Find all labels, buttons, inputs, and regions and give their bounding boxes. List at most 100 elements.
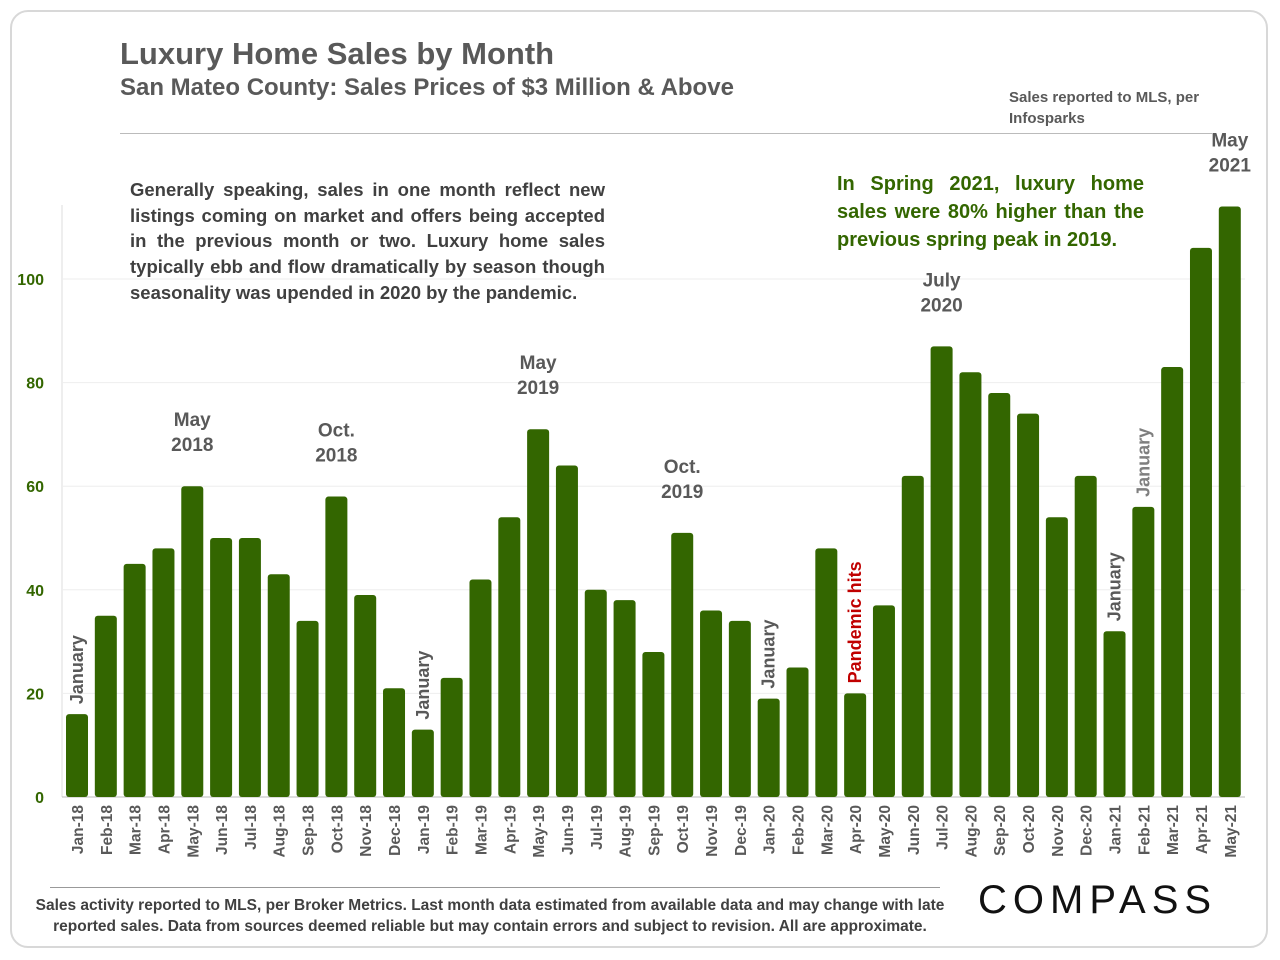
x-tick-label: Dec-20 (1079, 805, 1096, 856)
x-tick-label: Aug-18 (272, 805, 289, 858)
y-tick-label: 20 (26, 686, 44, 703)
x-tick-label: Sep-19 (646, 805, 663, 856)
bar (930, 346, 953, 797)
bar (325, 496, 348, 797)
x-tick-label: May-21 (1223, 805, 1240, 858)
bar (181, 486, 204, 797)
bar (527, 429, 550, 797)
peak-label: 2019 (517, 378, 559, 399)
bar (786, 667, 809, 797)
x-tick-label: Sep-18 (301, 805, 318, 856)
x-tick-label: Feb-21 (1136, 805, 1153, 855)
x-tick-label: Aug-19 (618, 805, 635, 858)
bar (872, 605, 895, 797)
x-tick-label: Jul-20 (935, 805, 952, 850)
bar (1189, 247, 1212, 798)
bar (210, 538, 233, 797)
y-tick-label: 0 (35, 790, 44, 807)
peak-label: 2021 (1209, 155, 1252, 176)
bar (383, 688, 406, 797)
bar (238, 538, 261, 797)
source-note: Sales reported to MLS, per Infosparks (1009, 89, 1200, 127)
x-tick-label: May-20 (877, 805, 894, 858)
peak-label: 2018 (171, 435, 213, 456)
peak-label: May (520, 353, 557, 374)
x-tick-label: Aug-20 (963, 805, 980, 858)
vertical-label: January (759, 620, 779, 689)
bar (267, 574, 290, 797)
x-tick-label: Oct-19 (675, 805, 692, 854)
x-tick-label: Apr-19 (502, 805, 519, 854)
vertical-label: January (1133, 428, 1153, 497)
x-tick-label: Apr-21 (1194, 805, 1211, 854)
bar (959, 372, 982, 797)
bar (1074, 475, 1097, 797)
y-tick-label: 60 (26, 479, 44, 496)
x-tick-label: May-18 (185, 805, 202, 858)
x-tick-label: Jul-18 (243, 805, 260, 850)
bar (1218, 206, 1241, 798)
peak-label: Oct. (318, 421, 355, 442)
right-annotation: In Spring 2021, luxury home sales were 8… (837, 173, 1144, 251)
x-tick-label: Feb-18 (99, 805, 116, 855)
x-tick-label: Mar-21 (1165, 805, 1182, 855)
peak-label: 2020 (920, 295, 962, 316)
left-annotation: Generally speaking, sales in one month r… (130, 179, 605, 303)
bar (988, 392, 1011, 797)
bar (613, 600, 636, 797)
x-tick-label: Jun-19 (560, 805, 577, 855)
peak-label: May (1211, 130, 1248, 151)
bar (815, 548, 838, 797)
x-tick-label: Nov-19 (704, 805, 721, 857)
x-tick-label: Apr-20 (848, 805, 865, 854)
y-tick-label: 80 (26, 376, 44, 393)
x-tick-label: Jan-21 (1108, 805, 1125, 854)
vertical-label: Pandemic hits (845, 561, 865, 683)
vertical-label: January (413, 651, 433, 720)
x-tick-label: Dec-19 (733, 805, 750, 856)
peak-label: 2018 (315, 446, 357, 467)
bar (728, 620, 751, 797)
bar (1132, 506, 1155, 797)
x-tick-label: Oct-20 (1021, 805, 1038, 853)
x-tick-label: Feb-20 (791, 805, 808, 855)
footer-note: Sales activity reported to MLS, per Brok… (35, 897, 945, 935)
x-tick-label: Mar-20 (819, 805, 836, 855)
x-tick-label: Jul-19 (589, 805, 606, 850)
bar (1045, 517, 1068, 797)
bar (1017, 413, 1040, 797)
bar (94, 615, 117, 797)
x-tick-label: Mar-18 (128, 805, 145, 855)
x-tick-label: Nov-18 (358, 805, 375, 857)
compass-logo: COMPASS (978, 878, 1218, 922)
bar (1103, 631, 1126, 797)
footer-divider (50, 887, 940, 888)
peak-label: July (923, 270, 961, 291)
x-tick-label: Feb-19 (445, 805, 462, 855)
x-tick-label: Oct-18 (329, 805, 346, 854)
y-tick-label: 100 (17, 272, 44, 289)
bar (152, 548, 175, 797)
bar (440, 677, 463, 797)
x-tick-label: Jan-18 (70, 805, 87, 854)
chart-title: Luxury Home Sales by Month (120, 36, 555, 71)
bar (642, 651, 665, 797)
bar (498, 517, 521, 797)
header-divider (120, 133, 1212, 134)
peak-label: 2019 (661, 482, 703, 503)
bar (296, 620, 319, 797)
bar (700, 610, 723, 797)
peak-label: May (174, 410, 211, 431)
x-tick-label: Nov-20 (1050, 805, 1067, 857)
bar (584, 589, 607, 797)
x-tick-label: Sep-20 (992, 805, 1009, 856)
x-tick-label: Apr-18 (156, 805, 173, 854)
x-tick-label: Jan-20 (762, 805, 779, 854)
y-tick-label: 40 (26, 583, 44, 600)
bar (1161, 367, 1184, 797)
bar (123, 563, 146, 797)
bar (671, 532, 694, 797)
x-tick-label: Jun-18 (214, 805, 231, 855)
bar (411, 729, 434, 797)
